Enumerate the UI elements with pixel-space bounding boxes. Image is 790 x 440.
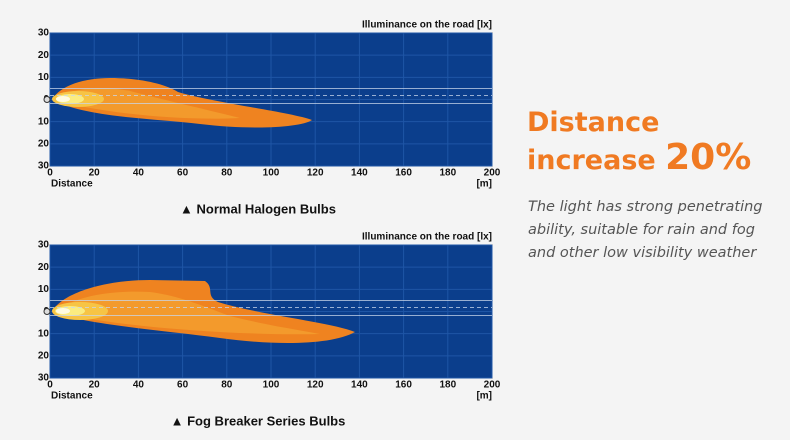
x-tick-label: 180 xyxy=(439,168,456,179)
y-tick-label: 30 xyxy=(38,161,50,172)
description-line: The light has strong penetrating xyxy=(528,199,763,215)
caption: ▲ Normal Halogen Bulbs xyxy=(180,201,336,216)
x-tick-label: 60 xyxy=(177,380,189,391)
origin-marker xyxy=(43,308,51,315)
y-tick-label: 10 xyxy=(38,328,50,339)
description-line: and other low visibility weather xyxy=(528,245,757,261)
y-tick-label: 30 xyxy=(38,373,50,384)
origin-marker xyxy=(43,96,51,103)
x-tick-label: 120 xyxy=(307,380,324,391)
y-tick-label: 10 xyxy=(38,72,50,83)
charts: 0204060801001201401601802003020100102030… xyxy=(38,20,501,429)
y-tick-label: 20 xyxy=(38,50,50,61)
description-line: ability, suitable for rain and fog xyxy=(528,222,755,238)
x-tick-label: 100 xyxy=(263,168,280,179)
chart-title: Illuminance on the road [lx] xyxy=(362,232,492,243)
x-unit: [m] xyxy=(476,179,492,190)
headline: Distance increase 20% xyxy=(527,105,751,178)
x-tick-label: 100 xyxy=(263,380,280,391)
headline-line: increase 20% xyxy=(527,140,751,178)
x-tick-label: 140 xyxy=(351,168,368,179)
x-tick-label: 60 xyxy=(177,168,189,179)
x-unit: [m] xyxy=(476,391,492,402)
y-tick-label: 10 xyxy=(38,284,50,295)
x-tick-label: 20 xyxy=(89,380,101,391)
y-tick-label: 20 xyxy=(38,262,50,273)
y-tick-label: 30 xyxy=(38,28,50,39)
headline-highlight: 20% xyxy=(665,137,752,178)
x-axis-label: Distance xyxy=(51,179,93,190)
chart: 0204060801001201401601802003020100102030… xyxy=(38,232,501,429)
x-tick-label: 180 xyxy=(439,380,456,391)
x-tick-label: 160 xyxy=(395,380,412,391)
x-tick-label: 0 xyxy=(47,380,53,391)
description: The light has strong penetrating ability,… xyxy=(528,196,763,265)
y-tick-label: 30 xyxy=(38,240,50,251)
x-tick-label: 80 xyxy=(221,380,233,391)
chart: 0204060801001201401601802003020100102030… xyxy=(38,20,501,217)
x-axis-label: Distance xyxy=(51,391,93,402)
x-tick-label: 120 xyxy=(307,168,324,179)
x-tick-label: 0 xyxy=(47,168,53,179)
x-tick-label: 140 xyxy=(351,380,368,391)
x-tick-label: 80 xyxy=(221,168,233,179)
x-tick-label: 200 xyxy=(484,380,501,391)
y-tick-label: 20 xyxy=(38,350,50,361)
y-tick-label: 10 xyxy=(38,116,50,127)
headline-text: increase xyxy=(527,145,656,176)
x-tick-label: 40 xyxy=(133,168,145,179)
headline-line: Distance xyxy=(527,107,660,138)
x-tick-label: 160 xyxy=(395,168,412,179)
caption: ▲ Fog Breaker Series Bulbs xyxy=(171,413,346,428)
chart-title: Illuminance on the road [lx] xyxy=(362,20,492,31)
y-tick-label: 20 xyxy=(38,138,50,149)
x-tick-label: 40 xyxy=(133,380,145,391)
x-tick-label: 200 xyxy=(484,168,501,179)
x-tick-label: 20 xyxy=(89,168,101,179)
